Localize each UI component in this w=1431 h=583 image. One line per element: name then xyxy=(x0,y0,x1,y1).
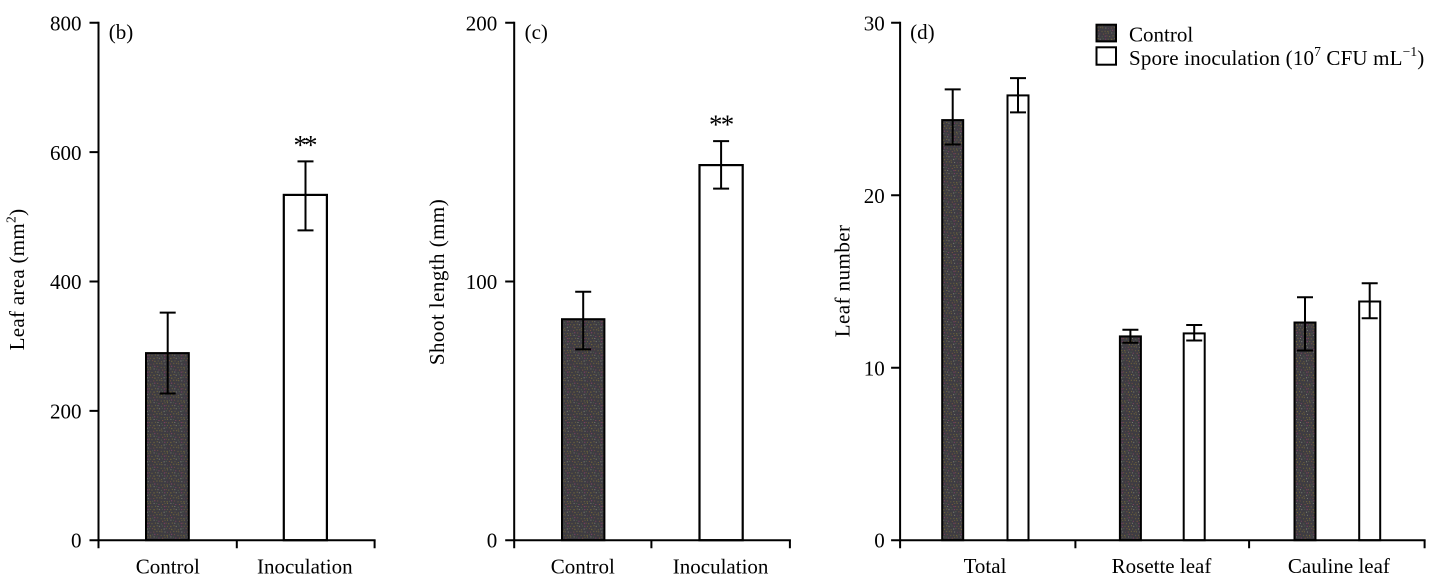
svg-text:10: 10 xyxy=(864,356,885,380)
svg-text:400: 400 xyxy=(50,270,82,294)
svg-text:0: 0 xyxy=(71,529,82,553)
svg-text:0: 0 xyxy=(487,529,498,553)
svg-text:600: 600 xyxy=(50,141,82,165)
svg-text:Cauline leaf: Cauline leaf xyxy=(1288,554,1390,578)
svg-text:Leaf area (mm2): Leaf area (mm2) xyxy=(4,209,29,351)
svg-text:200: 200 xyxy=(466,12,498,36)
svg-text:Rosette leaf: Rosette leaf xyxy=(1112,554,1212,578)
svg-text:*: * xyxy=(304,130,318,160)
svg-text:Spore inoculation (107 CFU mL−: Spore inoculation (107 CFU mL−1) xyxy=(1129,44,1424,70)
svg-text:Inoculation: Inoculation xyxy=(673,554,769,578)
svg-text:Leaf number: Leaf number xyxy=(831,224,855,337)
svg-text:(c): (c) xyxy=(525,20,548,44)
svg-text:*: * xyxy=(293,130,307,160)
svg-text:*: * xyxy=(721,110,735,140)
svg-text:*: * xyxy=(709,110,723,140)
svg-text:0: 0 xyxy=(874,529,885,553)
svg-text:Shoot length (mm): Shoot length (mm) xyxy=(425,199,449,365)
svg-text:100: 100 xyxy=(466,270,498,294)
svg-text:(b): (b) xyxy=(109,20,134,44)
svg-text:800: 800 xyxy=(50,12,82,36)
svg-text:200: 200 xyxy=(50,400,82,424)
svg-text:(d): (d) xyxy=(910,20,935,44)
svg-text:Control: Control xyxy=(1129,22,1193,46)
svg-text:Inoculation: Inoculation xyxy=(257,554,353,578)
svg-text:Control: Control xyxy=(551,554,615,578)
svg-text:20: 20 xyxy=(864,184,885,208)
svg-text:30: 30 xyxy=(864,12,885,36)
svg-text:Control: Control xyxy=(136,554,200,578)
svg-text:Total: Total xyxy=(964,554,1007,578)
